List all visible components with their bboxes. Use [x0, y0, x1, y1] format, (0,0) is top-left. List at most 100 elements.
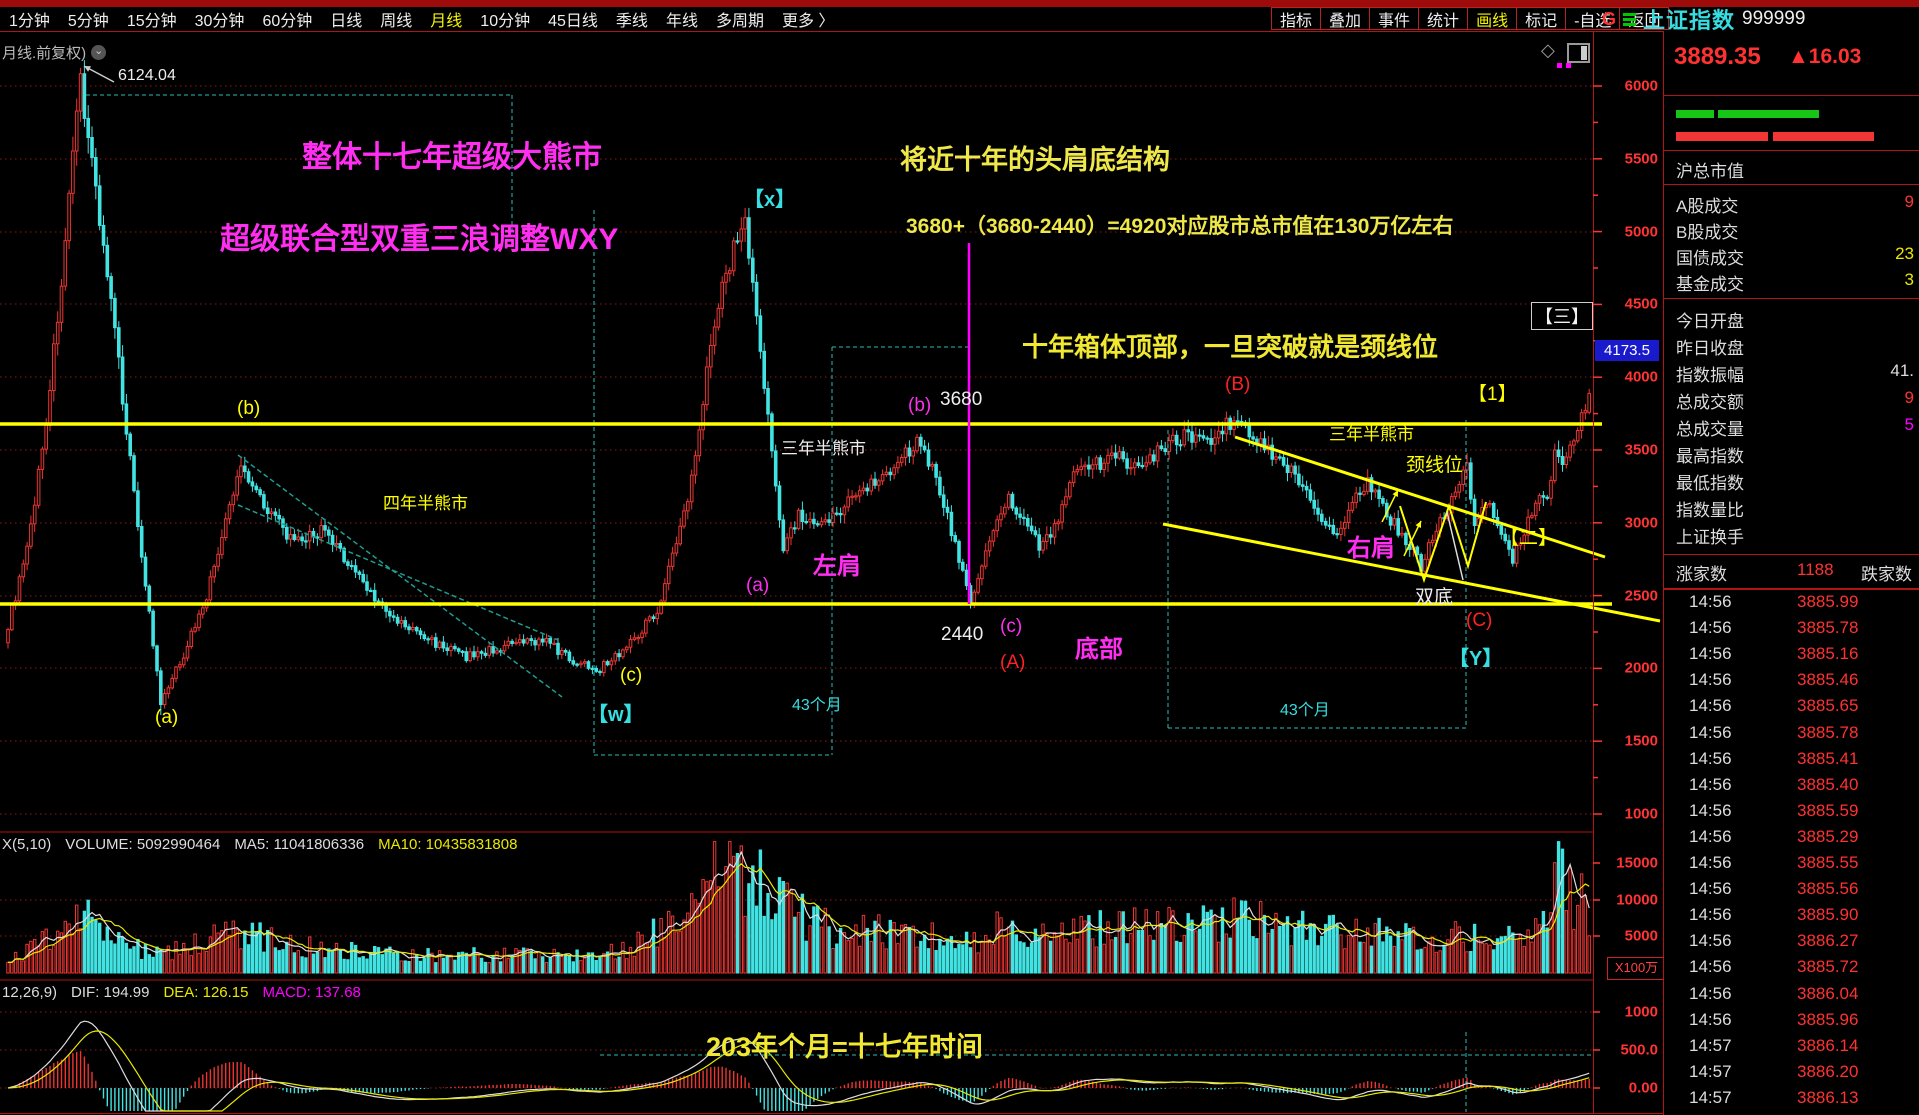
quote-row-label: 指数振幅	[1676, 366, 1744, 385]
chart-annotation: (a)	[155, 707, 179, 728]
price-axis-label: 3000	[1624, 514, 1658, 532]
tick-row: 14:57 3886.20	[1664, 1062, 1919, 1088]
tick-row: 14:56 3885.56	[1664, 879, 1919, 905]
chart-annotation: 【二】	[1500, 528, 1558, 549]
tick-row: 14:56 3886.04	[1664, 984, 1919, 1010]
period-tab[interactable]: 月线	[430, 13, 463, 30]
period-tab[interactable]: 5分钟	[67, 13, 109, 30]
red-bar	[1773, 132, 1874, 141]
price-axis-label: 3500	[1624, 441, 1658, 459]
separator	[1664, 184, 1919, 185]
tick-price: 3885.46	[1797, 670, 1859, 690]
tick-price: 3885.78	[1797, 722, 1859, 742]
g-indicator: G	[1602, 8, 1617, 29]
quote-row-label: 昨日收盘	[1676, 339, 1744, 358]
panes-icon[interactable]	[1567, 43, 1590, 63]
diamond-icon[interactable]: ◇	[1541, 40, 1555, 60]
toolbar-button[interactable]: 叠加	[1320, 7, 1371, 30]
chart-annotation: 三年半熊市	[1329, 425, 1414, 444]
chart-annotation: (c)	[620, 665, 643, 686]
security-title: G 上证指数 999999	[1602, 3, 1805, 35]
toolbar-button[interactable]: 画线	[1467, 7, 1518, 30]
chart-annotation: 双底	[1415, 587, 1454, 608]
quote-row-label: 上证换手	[1676, 528, 1744, 547]
tick-time: 14:56	[1689, 696, 1732, 716]
volume-unit-label: X100万	[1607, 957, 1666, 980]
tick-price: 3885.96	[1797, 1009, 1859, 1029]
tick-time: 14:56	[1689, 905, 1732, 925]
period-tab[interactable]: 60分钟	[262, 13, 313, 30]
period-tabs: 1分钟 5分钟 15分钟 30分钟 60分钟 日线 周线 月线 10分钟 45日线 季线 年线 多周期更…	[0, 7, 843, 31]
advancers-label: 涨家数	[1676, 565, 1727, 584]
tick-time: 14:56	[1689, 983, 1732, 1003]
toolbar-button[interactable]: 统计	[1418, 7, 1469, 30]
indicator-value: DEA: 126.15	[163, 984, 249, 1001]
period-tab[interactable]: 1分钟	[9, 13, 50, 30]
quote-row-label: 沪总市值	[1676, 162, 1744, 181]
tick-price: 3885.16	[1797, 644, 1859, 664]
tick-row: 14:56 3885.90	[1664, 905, 1919, 931]
chart-annotation: 203年个月=十七年时间	[706, 1032, 983, 1062]
tick-time: 14:56	[1689, 618, 1732, 638]
period-tab[interactable]: 30分钟	[194, 13, 245, 30]
tick-row: 14:56 3885.78	[1664, 618, 1919, 644]
quote-row-value: 23	[1895, 244, 1914, 263]
chart-annotation: (b)	[908, 395, 932, 416]
volume-axis-label: 10000	[1616, 891, 1658, 909]
tick-time: 14:57	[1689, 1061, 1732, 1081]
security-name[interactable]: 上证指数	[1643, 8, 1736, 33]
tick-time: 14:56	[1689, 931, 1732, 951]
separator	[1664, 298, 1919, 299]
tick-price: 3886.27	[1797, 931, 1859, 951]
period-tab[interactable]: 10分钟	[480, 13, 531, 30]
quote-row-label: 指数量比	[1676, 501, 1744, 520]
quote-row-label: 今日开盘	[1676, 312, 1744, 331]
toolbar-button[interactable]: 指标	[1271, 7, 1322, 30]
quote-row-value: 9	[1904, 192, 1914, 211]
quote-row: 指数振幅 41.	[1676, 361, 1914, 385]
period-tab[interactable]: 45日线	[548, 13, 598, 30]
quote-row: 指数量比	[1676, 496, 1914, 520]
quote-row-label: 国债成交	[1676, 249, 1744, 268]
quote-row-label: 总成交量	[1676, 420, 1744, 439]
signal-bars-icon	[1623, 12, 1637, 26]
period-tab[interactable]: 15分钟	[126, 13, 177, 30]
period-tab[interactable]: 年线	[665, 13, 698, 30]
price-axis-label: 2500	[1624, 587, 1658, 605]
tick-price: 3885.78	[1797, 618, 1859, 638]
quote-row-label: A股成交	[1676, 197, 1739, 216]
chevron-down-icon[interactable]: ⌄	[91, 45, 107, 60]
crosshair-price-tag: 4173.5	[1595, 340, 1659, 361]
price-axis-label: 1500	[1624, 732, 1658, 750]
tick-price: 3885.99	[1797, 592, 1859, 611]
chart-annotation: 3680+（3680-2440）=4920对应股市总市值在130万亿左右	[906, 215, 1454, 238]
chart-annotation: 43个月	[1280, 702, 1330, 719]
indicator-value: MA5: 11041806336	[234, 836, 365, 853]
quote-row-value: 41.	[1890, 361, 1914, 380]
red-bar	[1676, 132, 1768, 141]
macd-axis-label: 1000	[1624, 1003, 1658, 1021]
period-tab[interactable]: 季线	[615, 13, 648, 30]
separator	[1664, 95, 1919, 96]
indicator-value: MA10: 10435831808	[378, 836, 518, 853]
tick-time: 14:57	[1689, 1035, 1732, 1055]
tick-time: 14:56	[1689, 748, 1732, 768]
grid-layer	[0, 85, 1593, 1089]
quote-row: 上证换手	[1676, 523, 1914, 547]
chart-annotation: 将近十年的头肩底结构	[900, 145, 1170, 175]
toolbar-button[interactable]: 事件	[1369, 7, 1420, 30]
period-tab[interactable]: 更多 〉	[781, 13, 835, 30]
period-tab[interactable]: 多周期	[715, 13, 764, 30]
period-tab[interactable]: 日线	[330, 13, 363, 30]
toolbar-button[interactable]: 标记	[1516, 7, 1567, 30]
tick-price: 3885.90	[1797, 905, 1859, 925]
price-axis-label: 4000	[1624, 368, 1658, 386]
quote-row-value: 9	[1904, 388, 1914, 407]
chart-annotation: 底部	[1075, 636, 1123, 663]
quote-row-label: B股成交	[1676, 223, 1739, 242]
period-tab[interactable]: 周线	[380, 13, 413, 30]
price-axis-label: 6000	[1624, 77, 1658, 95]
toolbar-button[interactable]: 返回	[1619, 7, 1670, 30]
